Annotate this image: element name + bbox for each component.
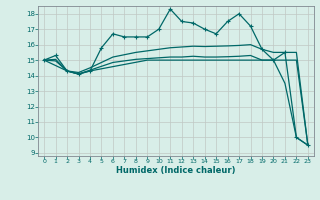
X-axis label: Humidex (Indice chaleur): Humidex (Indice chaleur) xyxy=(116,166,236,175)
